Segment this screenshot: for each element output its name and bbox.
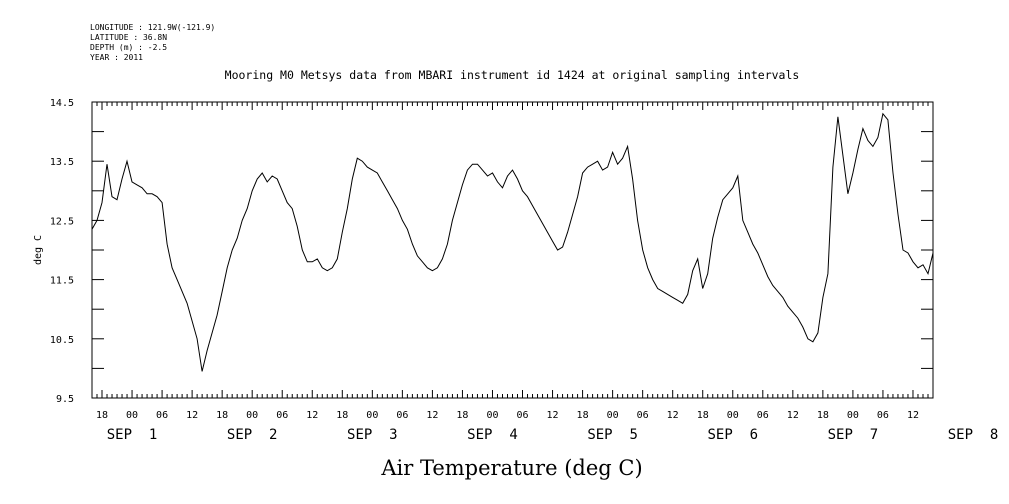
y-axis-label: deg C xyxy=(33,235,44,265)
x-hour-label: 06 xyxy=(516,410,528,421)
x-hour-label: 06 xyxy=(877,410,889,421)
series-line xyxy=(91,112,934,372)
x-hour-label: 18 xyxy=(577,410,589,421)
x-hour-label: 00 xyxy=(607,410,619,421)
x-day-label: SEP 3 xyxy=(347,427,398,443)
x-hour-label: 12 xyxy=(787,410,799,421)
y-tick-label: 9.5 xyxy=(56,394,74,405)
x-day-label: SEP 2 xyxy=(227,427,278,443)
x-day-label: SEP 5 xyxy=(587,427,638,443)
series-layer xyxy=(91,112,934,372)
x-axis: 18 00 06 12 18 00 06 12 18 00 06 12 18 00 06 12 18 00 06 12… xyxy=(91,102,999,443)
x-hour-label: 00 xyxy=(366,410,378,421)
x-day-label: SEP 8 xyxy=(948,427,999,443)
chart-title: Mooring M0 Metsys data from MBARI instru… xyxy=(225,68,800,82)
y-tick-label: 13.5 xyxy=(50,157,74,168)
x-hour-label: 06 xyxy=(637,410,649,421)
y-tick-label: 10.5 xyxy=(50,335,74,346)
y-tick-label: 14.5 xyxy=(50,98,74,109)
x-day-label: SEP 1 xyxy=(107,427,158,443)
x-hour-label: 12 xyxy=(186,410,198,421)
x-hour-label: 12 xyxy=(306,410,318,421)
x-hour-label: 18 xyxy=(817,410,829,421)
x-hour-label: 00 xyxy=(486,410,498,421)
x-hour-label: 18 xyxy=(697,410,709,421)
latitude-label: LATITUDE : 36.8N xyxy=(90,33,167,42)
x-hour-label: 18 xyxy=(216,410,228,421)
x-day-label: SEP 7 xyxy=(828,427,879,443)
x-hour-label: 12 xyxy=(667,410,679,421)
y-tick-label: 12.5 xyxy=(50,216,74,227)
y-tick-label: 11.5 xyxy=(50,276,74,287)
x-hour-label: 06 xyxy=(757,410,769,421)
y-axis: 14.5 13.5 12.5 11.5 10.5 9.5 xyxy=(50,98,933,405)
longitude-label: LONGITUDE : 121.9W(-121.9) xyxy=(90,23,215,32)
plot-frame xyxy=(91,101,934,399)
x-hour-label: 12 xyxy=(547,410,559,421)
depth-label: DEPTH (m) : -2.5 xyxy=(90,43,167,52)
x-day-label: SEP 6 xyxy=(707,427,758,443)
x-hour-label: 00 xyxy=(727,410,739,421)
year-label: YEAR : 2011 xyxy=(90,53,143,62)
x-hour-label: 12 xyxy=(907,410,919,421)
x-day-label: SEP 4 xyxy=(467,427,518,443)
x-hour-label: 18 xyxy=(336,410,348,421)
x-hour-label: 18 xyxy=(456,410,468,421)
x-hour-label: 00 xyxy=(847,410,859,421)
x-hour-label: 00 xyxy=(126,410,138,421)
x-hour-label: 18 xyxy=(96,410,108,421)
x-hour-label: 06 xyxy=(156,410,168,421)
x-axis-label: Air Temperature (deg C) xyxy=(380,456,642,480)
x-hour-label: 06 xyxy=(276,410,288,421)
x-hour-label: 06 xyxy=(396,410,408,421)
x-hour-label: 00 xyxy=(246,410,258,421)
x-hour-label: 12 xyxy=(426,410,438,421)
